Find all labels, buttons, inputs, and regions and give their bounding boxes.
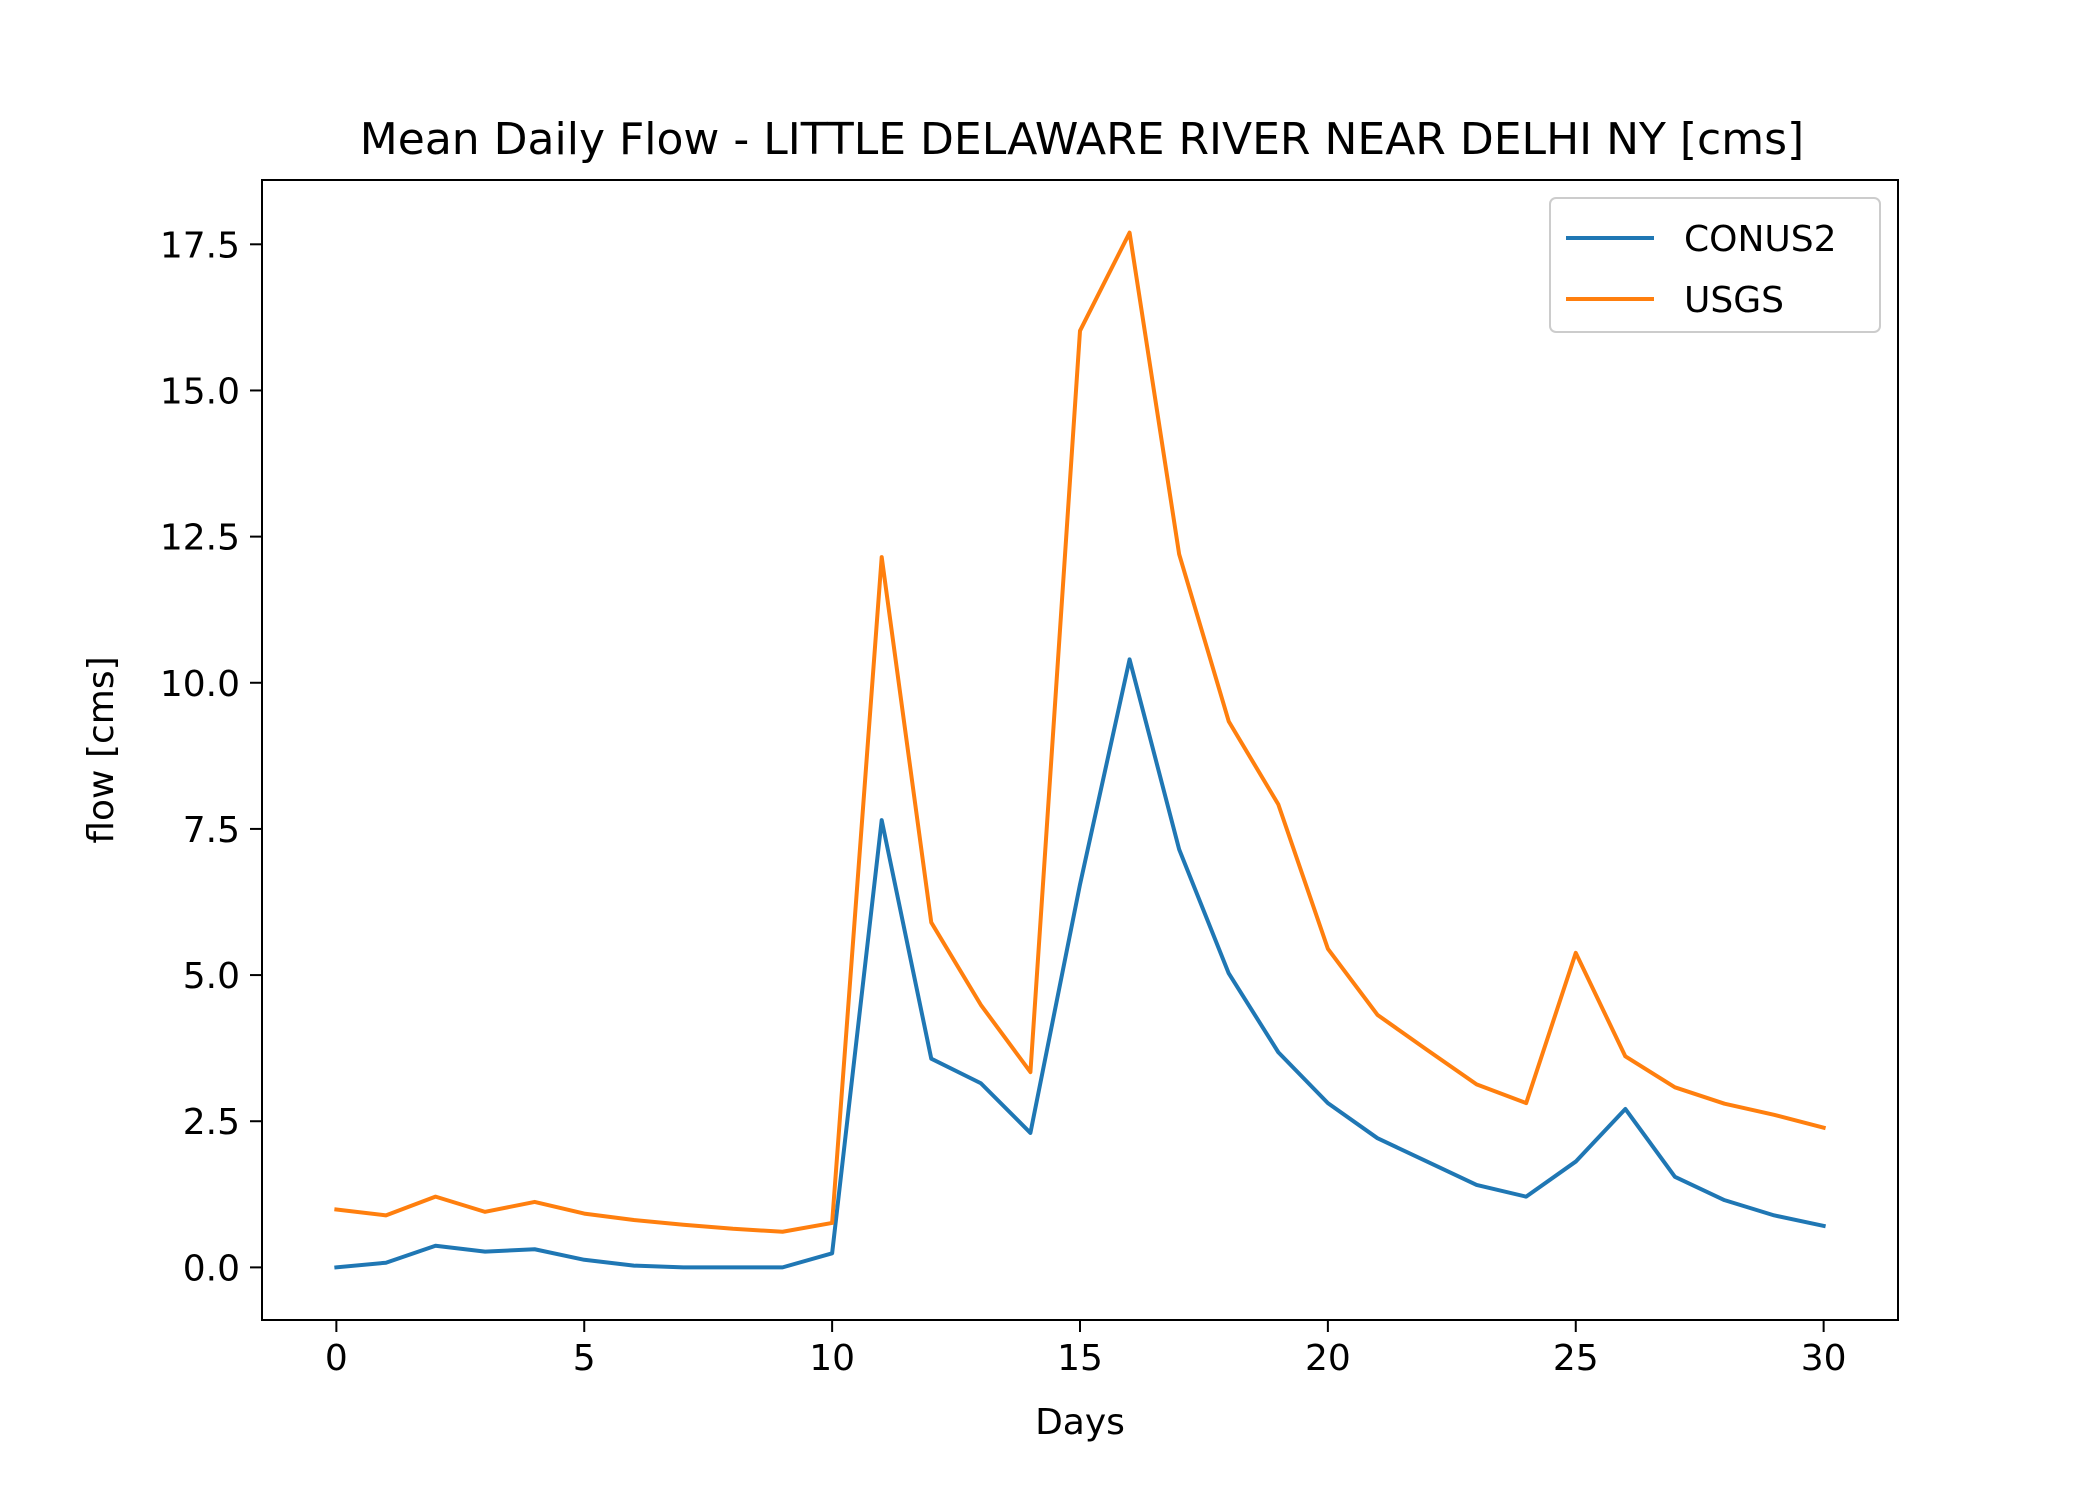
legend: CONUS2 USGS [1549, 197, 1881, 333]
y-tick-label: 15.0 [160, 371, 240, 412]
series-layer [334, 230, 1827, 1270]
chart-title: Mean Daily Flow - LITTLE DELAWARE RIVER … [360, 114, 1804, 165]
x-tick-label: 0 [325, 1338, 348, 1379]
x-tick-label: 10 [809, 1338, 855, 1379]
x-tick-label: 15 [1057, 1338, 1103, 1379]
series-line-usgs [334, 230, 1827, 1234]
y-tick-label: 2.5 [183, 1102, 240, 1143]
y-tick-label: 17.5 [160, 225, 240, 266]
legend-label-usgs: USGS [1684, 280, 1784, 321]
y-tick-label: 10.0 [160, 664, 240, 705]
y-tick-label: 7.5 [183, 810, 240, 851]
series-line-conus2 [334, 657, 1827, 1270]
plot-background [262, 180, 1898, 1320]
y-axis-label: flow [cms] [81, 656, 122, 843]
y-tick-label: 5.0 [183, 956, 240, 997]
x-tick-label: 25 [1553, 1338, 1599, 1379]
x-tick-label: 5 [573, 1338, 596, 1379]
plot-area [261, 179, 1899, 1321]
x-tick-label: 30 [1801, 1338, 1847, 1379]
x-axis: 0 5 10 15 20 25 30 [325, 1320, 1847, 1379]
y-tick-label: 12.5 [160, 518, 240, 559]
x-tick-label: 20 [1305, 1338, 1351, 1379]
y-axis: 0.0 2.5 5.0 7.5 10.0 12.5 15.0 17.5 [160, 225, 262, 1289]
y-tick-label: 0.0 [183, 1248, 240, 1289]
x-axis-label: Days [1035, 1402, 1125, 1443]
legend-label-conus2: CONUS2 [1684, 219, 1837, 260]
